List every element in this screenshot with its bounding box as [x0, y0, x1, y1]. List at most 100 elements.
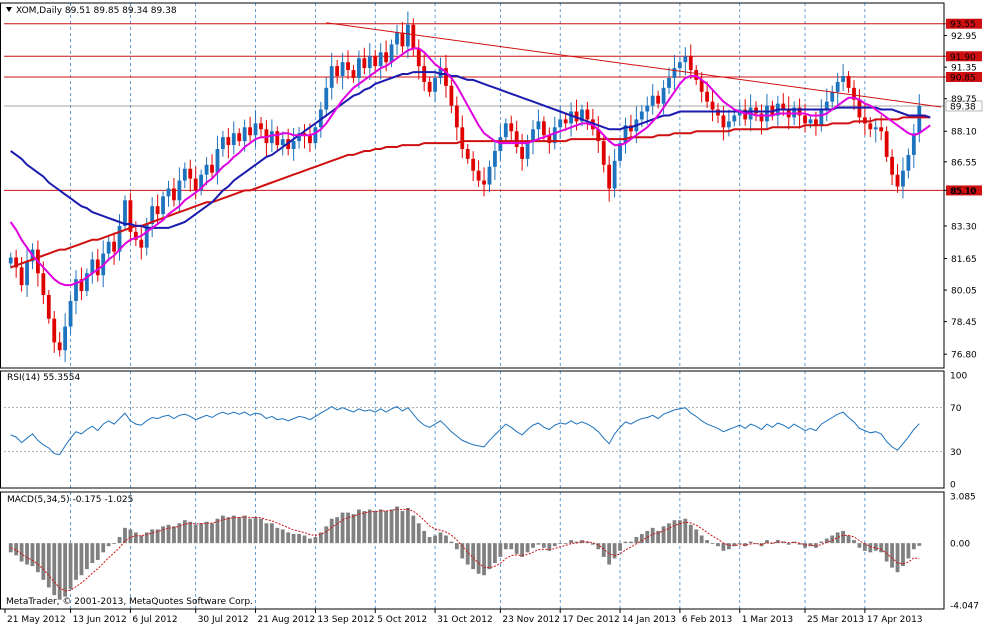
macd-bar [498, 543, 503, 557]
candle-body [367, 56, 372, 69]
macd-bar [601, 543, 606, 557]
macd-bar [569, 540, 573, 544]
rsi-tick-label: 30 [950, 448, 962, 458]
price-marker-label: 89.38 [950, 102, 976, 112]
macd-bar [269, 523, 274, 544]
macd-bar [297, 533, 301, 544]
ma-mid-line [10, 71, 931, 229]
macd-bar [150, 529, 155, 544]
price-tick-label: 89.75 [951, 95, 977, 105]
candle-body [759, 113, 764, 122]
macd-bar [596, 543, 601, 550]
candle-body [585, 109, 590, 120]
macd-bar [226, 517, 231, 544]
price-tick-label: 91.35 [951, 64, 977, 74]
candle-body [520, 147, 525, 159]
price-marker-box [945, 100, 983, 112]
candle-body [351, 70, 356, 78]
macd-bar [46, 543, 51, 588]
candle-body [324, 87, 329, 110]
candle-body [835, 81, 840, 92]
macd-bar [612, 543, 617, 559]
candle-body [335, 66, 340, 76]
candle-body [906, 154, 911, 171]
macd-bar [302, 535, 307, 544]
candle-body [536, 121, 541, 130]
candle-body [487, 166, 492, 185]
x-tick-label: 6 Feb 2013 [682, 615, 732, 625]
macd-bar [726, 543, 731, 550]
candle-body [220, 137, 225, 149]
rsi-tick-label: 100 [950, 372, 967, 382]
x-tick-label: 17 Apr 2013 [867, 615, 923, 625]
macd-bar [574, 541, 579, 544]
candle-body [917, 105, 922, 134]
macd-bar [824, 538, 829, 544]
macd-bar [639, 533, 644, 544]
macd-bar [803, 543, 807, 548]
macd-bar [743, 543, 748, 547]
macd-bar [139, 535, 144, 544]
candle-body [541, 121, 546, 136]
candle-body [210, 164, 214, 173]
candle-body [275, 131, 280, 146]
macd-bar [520, 543, 525, 557]
pane-frame [0, 370, 945, 489]
candle-body [563, 119, 568, 124]
macd-bar [433, 535, 437, 544]
candle-body [710, 101, 715, 110]
x-tick-label: 21 Aug 2012 [258, 615, 316, 625]
x-tick-label: 13 Sep 2012 [317, 615, 374, 625]
candle-body [661, 87, 666, 104]
macd-bar [460, 543, 465, 559]
macd-bar [63, 543, 68, 597]
candle-body [63, 326, 68, 351]
macd-bar [384, 511, 389, 544]
chevron-down-icon[interactable] [6, 7, 12, 12]
candle-body [161, 196, 165, 215]
macd-bar [841, 530, 846, 544]
macd-bar [629, 541, 633, 544]
macd-bar [558, 543, 563, 544]
candle-body [259, 123, 263, 130]
macd-bar [471, 543, 476, 570]
candle-body [862, 117, 867, 124]
macd-bar [487, 543, 492, 570]
macd-bar [95, 543, 100, 560]
macd-bar [536, 543, 541, 545]
candle-body [19, 267, 24, 286]
candle-body [618, 143, 622, 161]
macd-bar [786, 543, 791, 545]
rsi-tick-label: 70 [950, 404, 962, 414]
macd-bar [607, 543, 612, 565]
candle-body [688, 56, 693, 71]
candle-body [8, 257, 13, 264]
candle-body [721, 115, 726, 128]
macd-bar [90, 543, 95, 564]
macd-bar [765, 540, 769, 544]
macd-bar [884, 543, 889, 562]
candle-body [155, 206, 160, 215]
candle-body [808, 119, 813, 124]
x-tick-label: 13 Jun 2012 [73, 615, 127, 625]
macd-bar [650, 527, 655, 544]
macd-bar [852, 540, 856, 544]
candle-body [172, 188, 176, 201]
macd-bar [672, 520, 677, 544]
macd-bar [623, 541, 628, 544]
candle-body [215, 149, 220, 173]
macd-bar [188, 521, 193, 544]
macd-bar [52, 543, 57, 596]
candle-body [74, 279, 78, 301]
candle-body [699, 79, 704, 92]
candle-body [503, 123, 508, 138]
macd-signal-line [10, 508, 920, 592]
macd-tick-label: 0.00 [950, 540, 970, 550]
x-tick-label: 25 Mar 2013 [807, 615, 864, 625]
macd-bar [30, 543, 35, 567]
candle-body [781, 103, 786, 110]
copyright-text: MetaTrader, © 2001-2013, MetaQuotes Soft… [6, 597, 253, 607]
candle-body [373, 56, 378, 67]
candle-body [340, 62, 345, 76]
candle-body [291, 141, 296, 149]
